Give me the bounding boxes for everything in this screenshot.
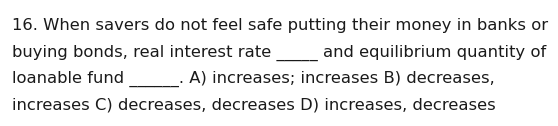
Text: 16. When savers do not feel safe putting their money in banks or: 16. When savers do not feel safe putting… xyxy=(12,18,548,33)
Text: buying bonds, real interest rate _____ and equilibrium quantity of: buying bonds, real interest rate _____ a… xyxy=(12,44,546,61)
Text: loanable fund ______. A) increases; increases B) decreases,: loanable fund ______. A) increases; incr… xyxy=(12,71,495,87)
Text: increases C) decreases, decreases D) increases, decreases: increases C) decreases, decreases D) inc… xyxy=(12,98,496,113)
